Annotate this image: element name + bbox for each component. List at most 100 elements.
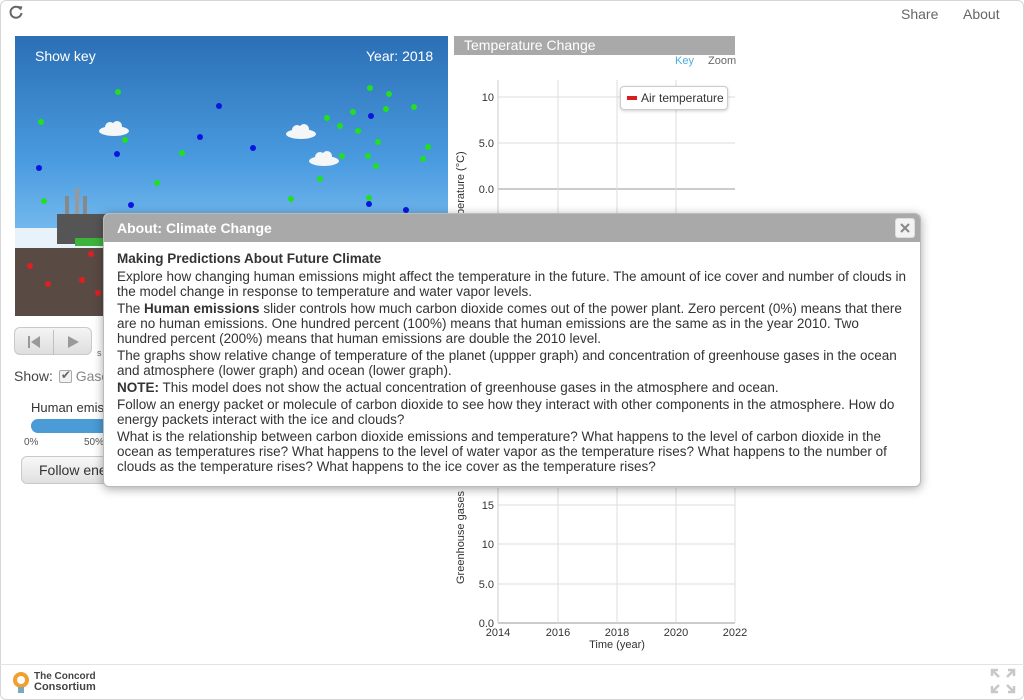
co2-molecule bbox=[197, 134, 203, 140]
bold-text: NOTE: bbox=[117, 380, 159, 395]
cloud-icon bbox=[286, 124, 316, 139]
water-vapor-molecule bbox=[337, 123, 343, 129]
co2-molecule bbox=[216, 103, 222, 109]
water-vapor-molecule bbox=[324, 115, 330, 121]
water-vapor-molecule bbox=[179, 150, 185, 156]
water-vapor-molecule bbox=[122, 137, 128, 143]
gases-label: Gase bbox=[75, 368, 110, 384]
legend-air-temperature: Air temperature bbox=[641, 91, 724, 105]
dialog-paragraph: The Human emissions slider controls how … bbox=[117, 301, 910, 346]
water-vapor-molecule bbox=[366, 195, 372, 201]
close-icon bbox=[900, 223, 910, 233]
gases-checkbox[interactable] bbox=[58, 368, 72, 383]
fullscreen-icon[interactable] bbox=[990, 668, 1016, 694]
lower-tick-label: 5.0 bbox=[479, 579, 494, 591]
x-axis-label: Time (year) bbox=[589, 639, 645, 651]
water-vapor-molecule bbox=[411, 104, 417, 110]
upper-tick-label: 10 bbox=[482, 92, 494, 104]
lower-tick-label: 15 bbox=[482, 500, 494, 512]
water-vapor-molecule bbox=[386, 91, 392, 97]
water-vapor-molecule bbox=[317, 176, 323, 182]
show-label: Show: bbox=[14, 368, 53, 384]
water-vapor-molecule bbox=[365, 153, 371, 159]
lower-tick-label: 0.0 bbox=[479, 618, 494, 630]
water-vapor-molecule bbox=[425, 144, 431, 150]
dialog-body: Making Predictions About Future Climate … bbox=[117, 251, 910, 476]
top-bar: Share About bbox=[0, 0, 1024, 28]
bottom-bar bbox=[0, 664, 1024, 700]
x-tick-label: 2016 bbox=[546, 627, 570, 639]
reset-icon[interactable] bbox=[27, 335, 41, 349]
bold-text: Human emissions bbox=[144, 301, 260, 316]
co2-molecule bbox=[366, 201, 372, 207]
upper-y-axis-label: perature (°C) bbox=[455, 151, 467, 215]
dialog-header: About: Climate Change bbox=[104, 214, 920, 242]
share-link[interactable]: Share bbox=[901, 6, 939, 22]
close-button[interactable] bbox=[895, 218, 915, 238]
water-vapor-molecule bbox=[339, 153, 345, 159]
reload-icon[interactable] bbox=[8, 4, 24, 20]
text-span: The bbox=[117, 301, 145, 316]
ocean-co2-molecule bbox=[88, 251, 94, 257]
lower-tick-label: 10 bbox=[482, 539, 494, 551]
ocean-co2-molecule bbox=[45, 281, 51, 287]
x-tick-label: 2020 bbox=[664, 627, 688, 639]
zoom-link[interactable]: Zoom bbox=[708, 55, 737, 67]
button-divider bbox=[53, 330, 54, 354]
ocean-co2-molecule bbox=[95, 290, 101, 296]
co2-molecule bbox=[114, 151, 120, 157]
play-icon[interactable] bbox=[66, 335, 80, 349]
concord-logo-text[interactable]: The Concord Consortium bbox=[34, 671, 96, 693]
x-tick-label: 2022 bbox=[723, 627, 747, 639]
cloud-icon bbox=[309, 151, 339, 166]
dialog-paragraph: The graphs show relative change of tempe… bbox=[117, 348, 897, 378]
about-link[interactable]: About bbox=[963, 6, 1000, 22]
water-vapor-molecule bbox=[375, 139, 381, 145]
water-vapor-molecule bbox=[367, 85, 373, 91]
dialog-heading: Making Predictions About Future Climate bbox=[117, 251, 382, 266]
lower-y-axis-label: Greenhouse gases bbox=[455, 491, 467, 584]
co2-molecule bbox=[36, 165, 42, 171]
co2-molecule bbox=[250, 145, 256, 151]
graph-title: Temperature Change bbox=[454, 36, 735, 55]
upper-tick-label: 0.0 bbox=[479, 184, 494, 196]
dialog-paragraph: Follow an energy packet or molecule of c… bbox=[117, 397, 895, 427]
speed-label: s bbox=[97, 348, 102, 358]
water-vapor-molecule bbox=[288, 196, 294, 202]
ocean-co2-molecule bbox=[79, 277, 85, 283]
playback-controls bbox=[14, 327, 92, 355]
about-dialog: About: Climate Change Making Predictions… bbox=[103, 213, 921, 487]
water-vapor-molecule bbox=[420, 156, 426, 162]
water-vapor-molecule bbox=[373, 163, 379, 169]
x-tick-label: 2014 bbox=[486, 627, 510, 639]
key-link[interactable]: Key bbox=[675, 55, 694, 67]
water-vapor-molecule bbox=[115, 89, 121, 95]
co2-molecule bbox=[128, 202, 134, 208]
co2-molecule bbox=[403, 207, 409, 213]
x-tick-label: 2018 bbox=[605, 627, 629, 639]
air-temperature-swatch bbox=[627, 96, 637, 100]
human-emissions-label: Human emis bbox=[31, 400, 104, 415]
water-vapor-molecule bbox=[38, 119, 44, 125]
human-emissions-slider[interactable] bbox=[31, 419, 121, 433]
cloud-icon bbox=[99, 121, 129, 136]
dialog-title: About: Climate Change bbox=[117, 220, 272, 236]
water-vapor-molecule bbox=[41, 198, 47, 204]
concord-logo-icon[interactable] bbox=[10, 669, 32, 695]
graph-legend: Air temperature bbox=[620, 86, 728, 110]
logo-line-2: Consortium bbox=[34, 681, 96, 693]
co2-molecule bbox=[368, 113, 374, 119]
graphs-svg: 10 5.0 0.0 perature (°C) 15 10 5.0 0.0 G… bbox=[455, 80, 747, 651]
water-vapor-molecule bbox=[355, 128, 361, 134]
text-span: This model does not show the actual conc… bbox=[159, 380, 779, 395]
water-vapor-molecule bbox=[350, 109, 356, 115]
water-vapor-molecule bbox=[154, 180, 160, 186]
upper-tick-label: 5.0 bbox=[479, 138, 494, 150]
dialog-paragraph: NOTE: This model does not show the actua… bbox=[117, 380, 910, 395]
text-span: slider controls how much carbon dioxide … bbox=[117, 301, 902, 346]
slider-tick-50: 50% bbox=[84, 437, 105, 448]
dialog-paragraph: Explore how changing human emissions mig… bbox=[117, 269, 906, 299]
water-vapor-molecule bbox=[383, 106, 389, 112]
show-key-button[interactable]: Show key bbox=[35, 48, 96, 64]
slider-tick-0: 0% bbox=[24, 437, 39, 448]
